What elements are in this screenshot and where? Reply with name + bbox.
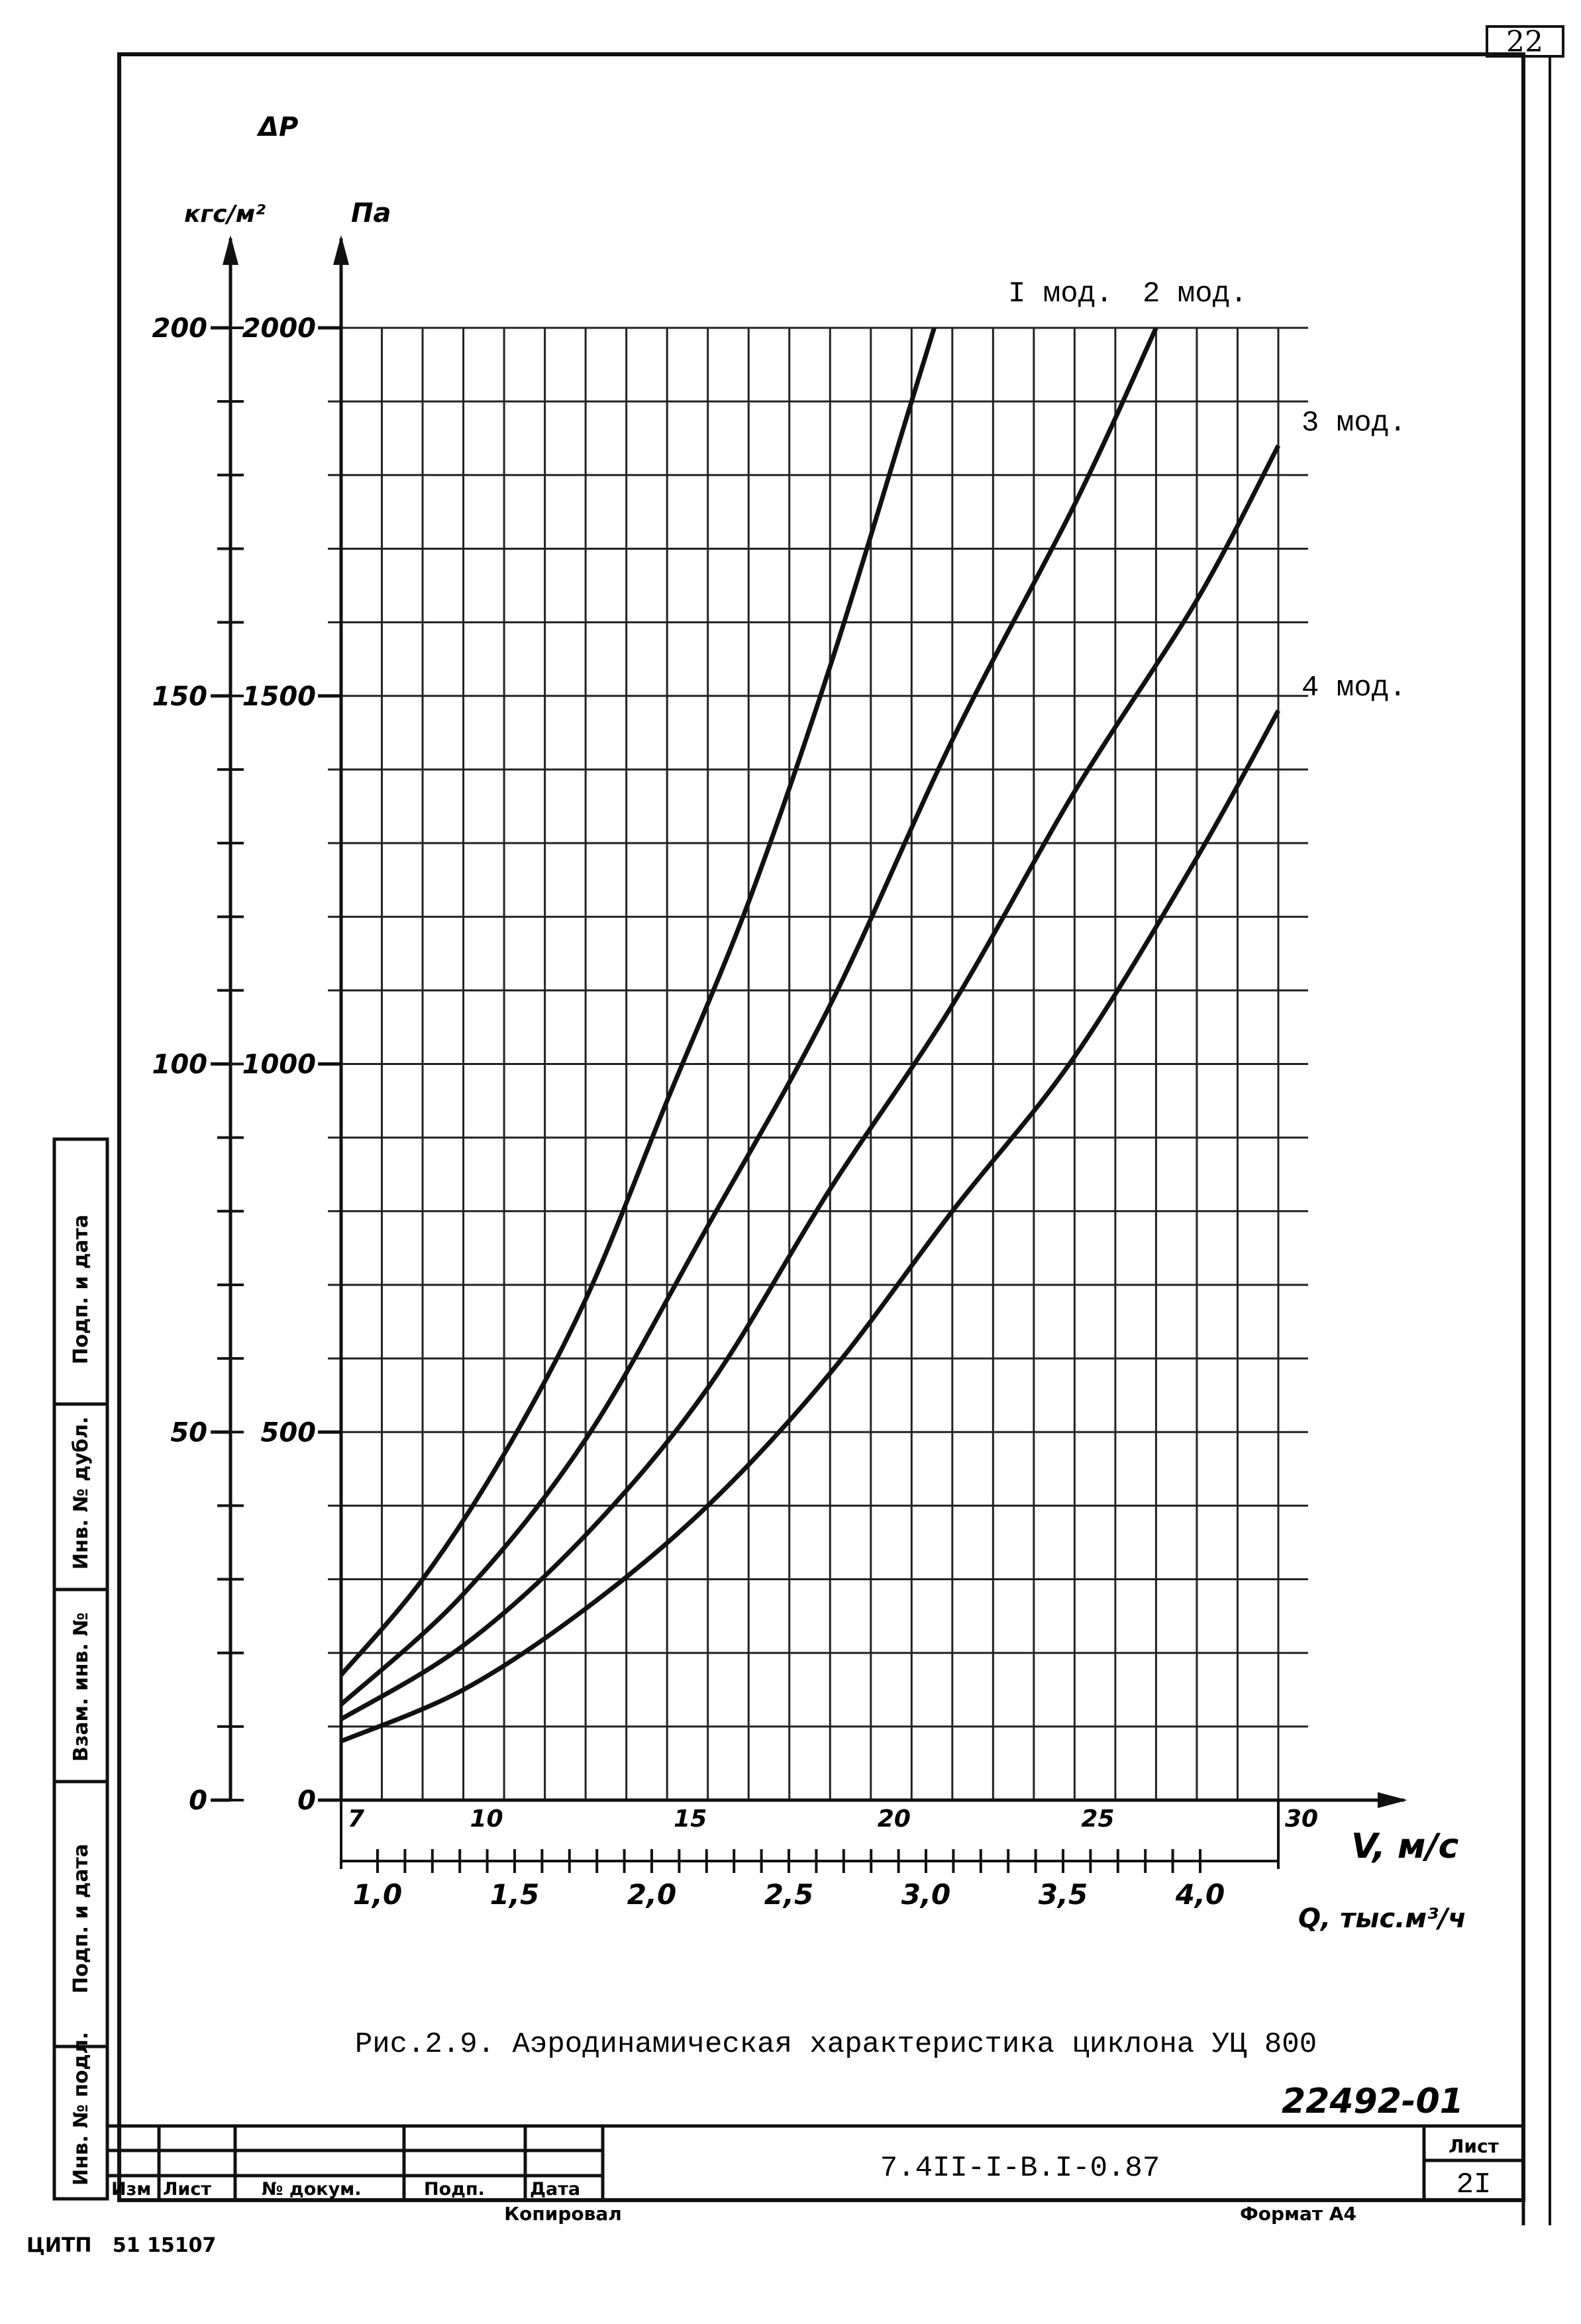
q-tick-label: 1,5 [490, 1878, 539, 1911]
x-axis-label: V, м/с [1351, 1827, 1458, 1866]
pa-tick-label: 1500 [242, 682, 316, 712]
kgs-tick-label: 150 [152, 682, 208, 712]
pa-tick-label: 1000 [242, 1050, 316, 1080]
format-label: Формат А4 [1240, 2203, 1356, 2225]
y-axis-label: ΔP [256, 112, 298, 142]
kgs-tick-label: 0 [189, 1786, 207, 1816]
col-sign: Подп. [424, 2179, 485, 2199]
curve-mod-4 [340, 709, 1281, 1744]
q-tick-label: 3,0 [901, 1878, 950, 1911]
curve-label-mod-2: 2 мод. [1143, 278, 1247, 311]
curve-label-mod-1: I мод. [1008, 278, 1113, 311]
pa-tick-label: 0 [297, 1786, 316, 1816]
curve-mod-2 [339, 328, 1158, 1707]
v-tick-label: 15 [674, 1805, 707, 1833]
chart-title: Рис.2.9. Аэродинамическая характеристика… [355, 2028, 1317, 2061]
col-date: Дата [530, 2179, 580, 2199]
sheet-number: 2I [1456, 2168, 1492, 2201]
kgs-axis-arrow [223, 235, 238, 265]
q-tick-label: 4,0 [1175, 1878, 1225, 1911]
side-stamp [52, 1137, 109, 2201]
side-label-sign-date: Подп. и дата [70, 1215, 93, 1364]
signature: 22492-01 [1282, 2082, 1464, 2121]
q-tick-label: 1,0 [353, 1878, 402, 1911]
kgs-tick-label: 200 [152, 313, 208, 344]
v-axis-arrow [1378, 1792, 1407, 1808]
title-block-columns: Изм Лист № докум. Подп. Дата [111, 2179, 580, 2199]
col-izm: Изм [111, 2179, 151, 2199]
sheet-label: Лист [1449, 2135, 1499, 2157]
side-label-sign-date-2: Подп. и дата [70, 1844, 93, 1994]
title-block [107, 2124, 1523, 2200]
kgs-tick-label: 100 [152, 1050, 208, 1080]
chart-curve-labels: I мод. 2 мод. 3 мод. 4 мод. [1008, 278, 1406, 705]
v-tick-label: 10 [470, 1805, 503, 1833]
footer-code: ЦИТП 51 15107 [26, 2234, 216, 2257]
q-tick-label: 2,5 [764, 1878, 813, 1911]
pa-tick-label: 500 [261, 1417, 317, 1448]
pa-axis-arrow [333, 235, 349, 265]
sheet-corner-number: 22 [1506, 25, 1543, 59]
v-tick-label: 30 [1285, 1805, 1318, 1833]
y-unit-kgs: кгс/м² [184, 201, 266, 228]
curve-label-mod-3: 3 мод. [1301, 407, 1406, 440]
kgs-tick-label: 50 [170, 1417, 207, 1448]
v-tick-label: 20 [878, 1805, 911, 1833]
pa-tick-label: 2000 [242, 313, 316, 344]
side-stamp-labels: Подп. и дата Инв. № дубл. Взам. инв. № П… [70, 1215, 93, 2186]
q-tick-label: 3,5 [1039, 1878, 1088, 1911]
sheet-frame [117, 25, 1564, 2225]
v-tick-label: 7 [348, 1805, 364, 1833]
curve-mod-3 [340, 444, 1281, 1721]
col-doc: № докум. [262, 2179, 362, 2199]
q-tick-label: 2,0 [627, 1878, 676, 1911]
curve-label-mod-4: 4 мод. [1301, 672, 1406, 705]
side-label-dupl-inv: Инв. № дубл. [70, 1417, 93, 1570]
curve-mod-1 [339, 328, 937, 1677]
v-tick-label: 25 [1081, 1805, 1114, 1833]
col-list: Лист [163, 2179, 211, 2199]
copied-label: Копировал [504, 2203, 622, 2225]
side-label-orig-inv: Инв. № подл. [70, 2032, 93, 2186]
doc-code: 7.4II-I-В.I-0.87 [880, 2152, 1160, 2185]
chart-curves [339, 328, 1281, 1744]
chart-grid [328, 327, 1308, 1801]
chart-axes [223, 235, 1407, 1869]
x2-axis-label: Q, тыс.м³/ч [1298, 1903, 1466, 1934]
y-unit-pa: Па [351, 198, 391, 228]
side-label-repl-inv: Взам. инв. № [70, 1612, 93, 1762]
